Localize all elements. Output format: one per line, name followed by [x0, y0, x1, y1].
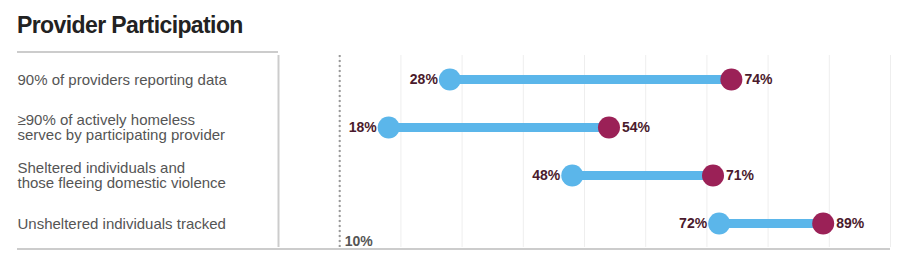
svg-text:48%: 48% — [532, 167, 561, 183]
svg-text:74%: 74% — [744, 71, 773, 87]
svg-text:90% of providers reporting dat: 90% of providers reporting data — [18, 71, 228, 88]
svg-text:72%: 72% — [679, 215, 708, 231]
svg-text:89%: 89% — [836, 215, 865, 231]
svg-text:54%: 54% — [622, 119, 651, 135]
svg-text:Sheltered individuals andthose: Sheltered individuals andthose fleeing d… — [18, 159, 226, 192]
svg-text:71%: 71% — [726, 167, 755, 183]
svg-text:Unsheltered individuals tracke: Unsheltered individuals tracked — [18, 215, 226, 232]
svg-text:18%: 18% — [349, 119, 378, 135]
svg-text:10%: 10% — [345, 233, 374, 249]
svg-text:≥90% of actively homelessserve: ≥90% of actively homelessservec by parti… — [18, 111, 226, 144]
html-text:Provider Participation: Provider Participation — [17, 12, 243, 38]
svg-text:28%: 28% — [410, 71, 439, 87]
